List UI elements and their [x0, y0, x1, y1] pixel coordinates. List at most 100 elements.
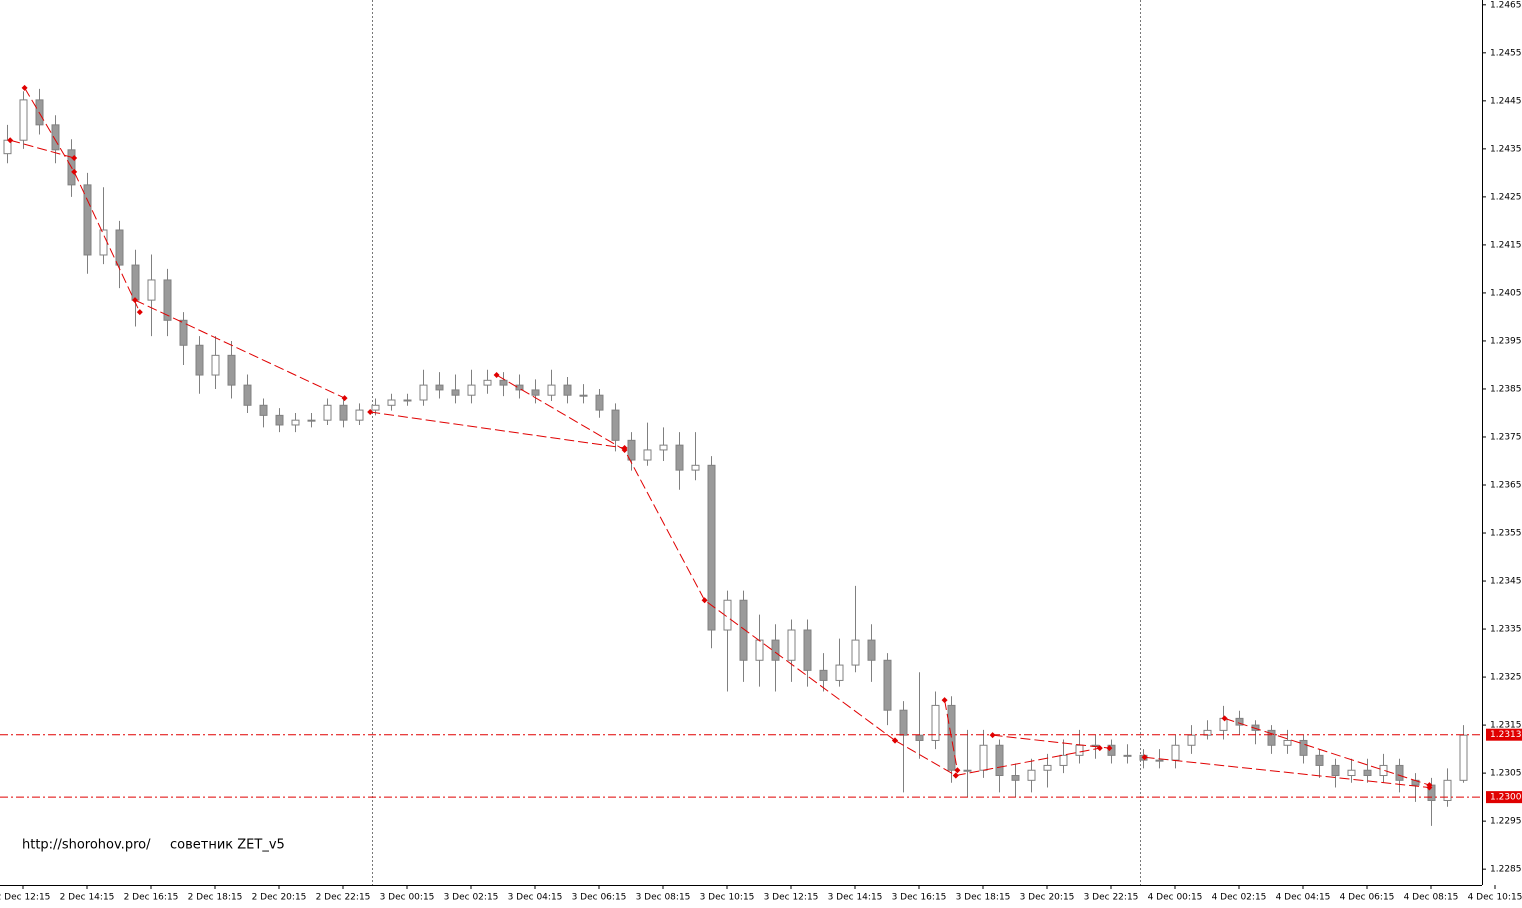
candle-body: [771, 639, 780, 661]
x-tick-label: 4 Dec 10:15: [1468, 893, 1522, 903]
y-tick-label: 1.2365: [1490, 480, 1522, 490]
candle-body: [627, 439, 636, 461]
candle-body: [387, 399, 396, 406]
candle-body: [435, 384, 444, 391]
candle-body: [1395, 764, 1404, 781]
candle-body: [563, 384, 572, 396]
candle-body: [451, 389, 460, 396]
candle-body: [419, 384, 428, 401]
candle-body: [707, 464, 716, 631]
signal-marker: [7, 137, 14, 144]
x-tick-label: 4 Dec 04:15: [1276, 893, 1331, 903]
candle-body: [1347, 769, 1356, 777]
candle-body: [659, 444, 668, 451]
signal-marker: [341, 395, 348, 402]
signal-marker: [71, 168, 78, 175]
candle-body: [611, 409, 620, 441]
signal-marker: [71, 154, 78, 161]
x-tick-label: 3 Dec 14:15: [828, 893, 883, 903]
candle-body: [899, 709, 908, 736]
candle-body: [803, 629, 812, 671]
candle-body: [467, 384, 476, 396]
candle-body: [755, 639, 764, 661]
y-tick-label: 1.2455: [1490, 48, 1522, 58]
candle-body: [835, 664, 844, 681]
x-tick-label: 2 Dec 18:15: [188, 893, 243, 903]
level-box: [1486, 728, 1522, 741]
x-tick-label: 2 Dec 12:15: [0, 893, 50, 903]
signal-line: [10, 139, 75, 159]
candle-body: [147, 279, 156, 301]
signal-marker: [136, 309, 143, 316]
candle-body: [1299, 739, 1308, 756]
y-tick-label: 1.2315: [1490, 721, 1522, 731]
candle-body: [1155, 759, 1164, 762]
candle-body: [1235, 717, 1244, 726]
candle-body: [499, 379, 508, 386]
signal-marker: [367, 409, 374, 416]
level-label: 1.2300: [1490, 793, 1522, 803]
signal-marker: [989, 732, 996, 739]
candle-body: [787, 629, 796, 661]
signal-marker: [21, 84, 28, 91]
x-tick-label: 4 Dec 02:15: [1212, 893, 1267, 903]
signal-marker: [132, 297, 138, 304]
x-tick-label: 3 Dec 04:15: [508, 893, 563, 903]
candle-body: [867, 639, 876, 661]
candle-body: [99, 229, 108, 256]
x-tick-label: 4 Dec 06:15: [1340, 893, 1395, 903]
candle-body: [131, 264, 140, 301]
annotation: советник ZET_v5: [170, 838, 285, 853]
candle-body: [1075, 744, 1084, 756]
candle-body: [163, 279, 172, 321]
candle-body: [243, 384, 252, 406]
y-tick-label: 1.2285: [1490, 865, 1522, 875]
y-tick-label: 1.2445: [1490, 96, 1522, 106]
signal-line: [992, 734, 1110, 749]
signal-line: [134, 299, 345, 399]
x-tick-label: 3 Dec 06:15: [572, 893, 627, 903]
candle-body: [307, 419, 316, 422]
candle-body: [515, 384, 524, 391]
candle-body: [547, 384, 556, 396]
signal-line: [894, 740, 957, 776]
y-tick-label: 1.2395: [1490, 336, 1522, 346]
level-label: 1.2313: [1490, 730, 1522, 740]
annotation: http://shorohov.pro/: [22, 838, 151, 853]
y-tick-label: 1.2355: [1490, 529, 1522, 539]
signal-line: [955, 747, 1100, 777]
candle-body: [883, 659, 892, 711]
candle-body: [531, 389, 540, 396]
candle-body: [851, 639, 860, 666]
x-tick-label: 2 Dec 20:15: [252, 893, 307, 903]
candle-body: [1059, 754, 1068, 766]
candle-body: [259, 404, 268, 416]
candle-body: [275, 414, 284, 426]
signal-line: [1144, 756, 1430, 789]
y-tick-label: 1.2335: [1490, 625, 1522, 635]
candle-body: [1027, 769, 1036, 781]
y-tick-label: 1.2465: [1490, 0, 1522, 10]
candle-body: [947, 704, 956, 771]
candle-body: [19, 99, 28, 141]
signal-marker: [1221, 715, 1228, 722]
y-tick-label: 1.2385: [1490, 384, 1522, 394]
candle-body: [1043, 764, 1052, 771]
signal-marker: [1106, 745, 1113, 752]
signal-line: [24, 87, 141, 313]
signal-line: [496, 374, 896, 741]
candle-body: [915, 734, 924, 741]
signal-marker: [1141, 754, 1148, 761]
x-tick-label: 2 Dec 22:15: [316, 893, 371, 903]
candle-body: [323, 404, 332, 421]
x-tick-label: 2 Dec 14:15: [60, 893, 115, 903]
y-tick-label: 1.2295: [1490, 817, 1522, 827]
x-tick-label: 3 Dec 12:15: [764, 893, 819, 903]
candle-body: [227, 354, 236, 386]
x-tick-label: 3 Dec 18:15: [956, 893, 1011, 903]
candle-body: [1315, 754, 1324, 766]
candle-body: [371, 404, 380, 411]
x-tick-label: 4 Dec 08:15: [1404, 893, 1459, 903]
signal-marker: [493, 372, 500, 379]
